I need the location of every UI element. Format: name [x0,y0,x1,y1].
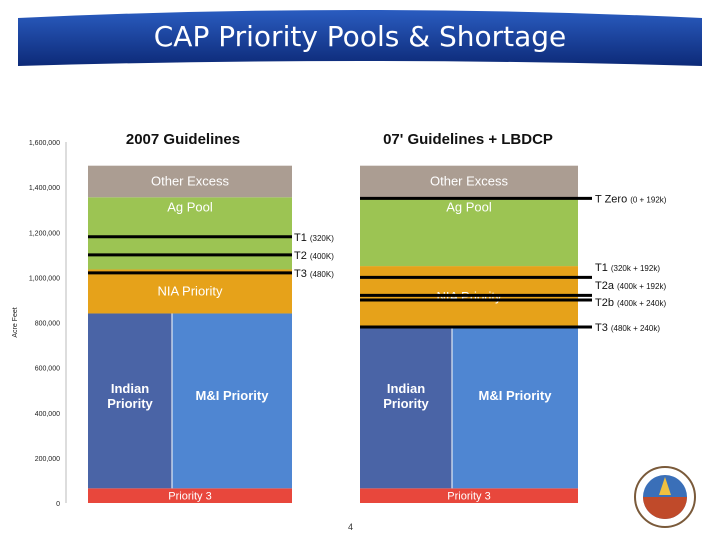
shortage-tier-name: T Zero [595,193,627,205]
shortage-label-t1: T1 (320k + 192k) [595,262,660,274]
page-title: CAP Priority Pools & Shortage [153,20,567,53]
bar-segment-indian [360,328,452,489]
segment-label-mi: M&I Priority [479,388,553,403]
segment-label-ag: Ag Pool [167,199,213,214]
segment-label-indian: Indian [387,381,425,396]
shortage-tier-name: T2b [595,297,614,309]
shortage-label-t3: T3 (480k + 240k) [595,322,660,334]
y-tick-label: 800,000 [35,321,60,328]
bar-title-1: 2007 Guidelines [126,131,240,148]
title-banner: CAP Priority Pools & Shortage [0,0,720,78]
y-tick-label: 1,400,000 [29,185,60,192]
y-tick-label: 400,000 [35,411,60,418]
shortage-label-t2b: T2b (400k + 240k) [595,297,666,309]
page-number: 4 [348,522,354,532]
segment-label-indian: Indian [111,381,149,396]
shortage-tier-amount: (400K) [310,252,334,261]
y-tick-label: 1,600,000 [29,140,60,147]
shortage-tier-amount: (480K) [310,270,334,279]
bar-segment-ag [88,197,292,270]
shortage-tier-name: T1 [294,232,307,244]
shortage-tier-amount: (0 + 192k) [630,195,667,204]
segment-label-mi: M&I Priority [196,388,270,403]
shortage-tier-amount: (400k + 240k) [617,299,666,308]
shortage-tier-amount: (320K) [310,234,334,243]
shortage-tier-name: T1 [595,262,608,274]
bar-segment-indian [88,313,172,489]
shortage-tier-name: T3 [595,322,608,334]
y-axis-label: Acre Feet [12,307,19,337]
shortage-label-t1: T1 (320K) [294,232,334,244]
segment-label-excess: Other Excess [151,173,230,188]
shortage-label-t3: T3 (480K) [294,268,334,280]
bar-segment-nia [88,269,292,314]
segment-label-ag: Ag Pool [446,199,492,214]
segment-label-priority3: Priority 3 [168,491,211,503]
shortage-tier-name: T2a [595,280,615,292]
banner-background [0,0,720,78]
bar-segment-ag [360,197,578,267]
bar-segment-excess [88,165,292,198]
shortage-tier-name: T3 [294,268,307,280]
shortage-label-t2: T2 (400K) [294,250,334,262]
bar-segment-priority3 [88,488,292,503]
y-tick-label: 600,000 [35,366,60,373]
shortage-tier-name: T2 [294,250,307,262]
shortage-label-t-zero: T Zero (0 + 192k) [595,193,667,205]
segment-label-nia: NIA Priority [157,283,223,298]
segment-label-indian: Priority [107,396,153,411]
segment-label-excess: Other Excess [430,173,509,188]
y-tick-label: 1,000,000 [29,275,60,282]
y-tick-label: 200,000 [35,456,60,463]
segment-label-indian: Priority [383,396,429,411]
seal-lower-band [643,497,687,519]
bar-segment-priority3 [360,488,578,503]
y-tick-label: 1,200,000 [29,230,60,237]
y-tick-label: 0 [56,501,60,508]
seal-star-icon [659,477,671,495]
bar-segment-excess [360,165,578,198]
shortage-label-t2a: T2a (400k + 192k) [595,280,666,292]
bar-segment-mi [172,313,292,489]
shortage-tier-amount: (320k + 192k) [611,264,660,273]
bar-segment-mi [452,328,578,489]
shortage-tier-amount: (480k + 240k) [611,324,660,333]
shortage-tier-amount: (400k + 192k) [617,282,666,291]
segment-label-priority3: Priority 3 [447,491,490,503]
bar-title-2: 07' Guidelines + LBDCP [383,131,553,148]
